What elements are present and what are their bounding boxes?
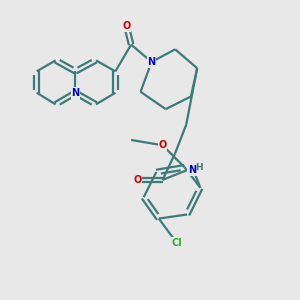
Text: Cl: Cl: [171, 238, 182, 248]
Text: N: N: [71, 88, 80, 98]
Text: O: O: [122, 21, 130, 31]
Text: N: N: [148, 57, 156, 67]
Text: H: H: [195, 163, 203, 172]
Text: N: N: [188, 165, 196, 176]
Text: O: O: [133, 175, 142, 185]
Text: O: O: [158, 140, 167, 150]
